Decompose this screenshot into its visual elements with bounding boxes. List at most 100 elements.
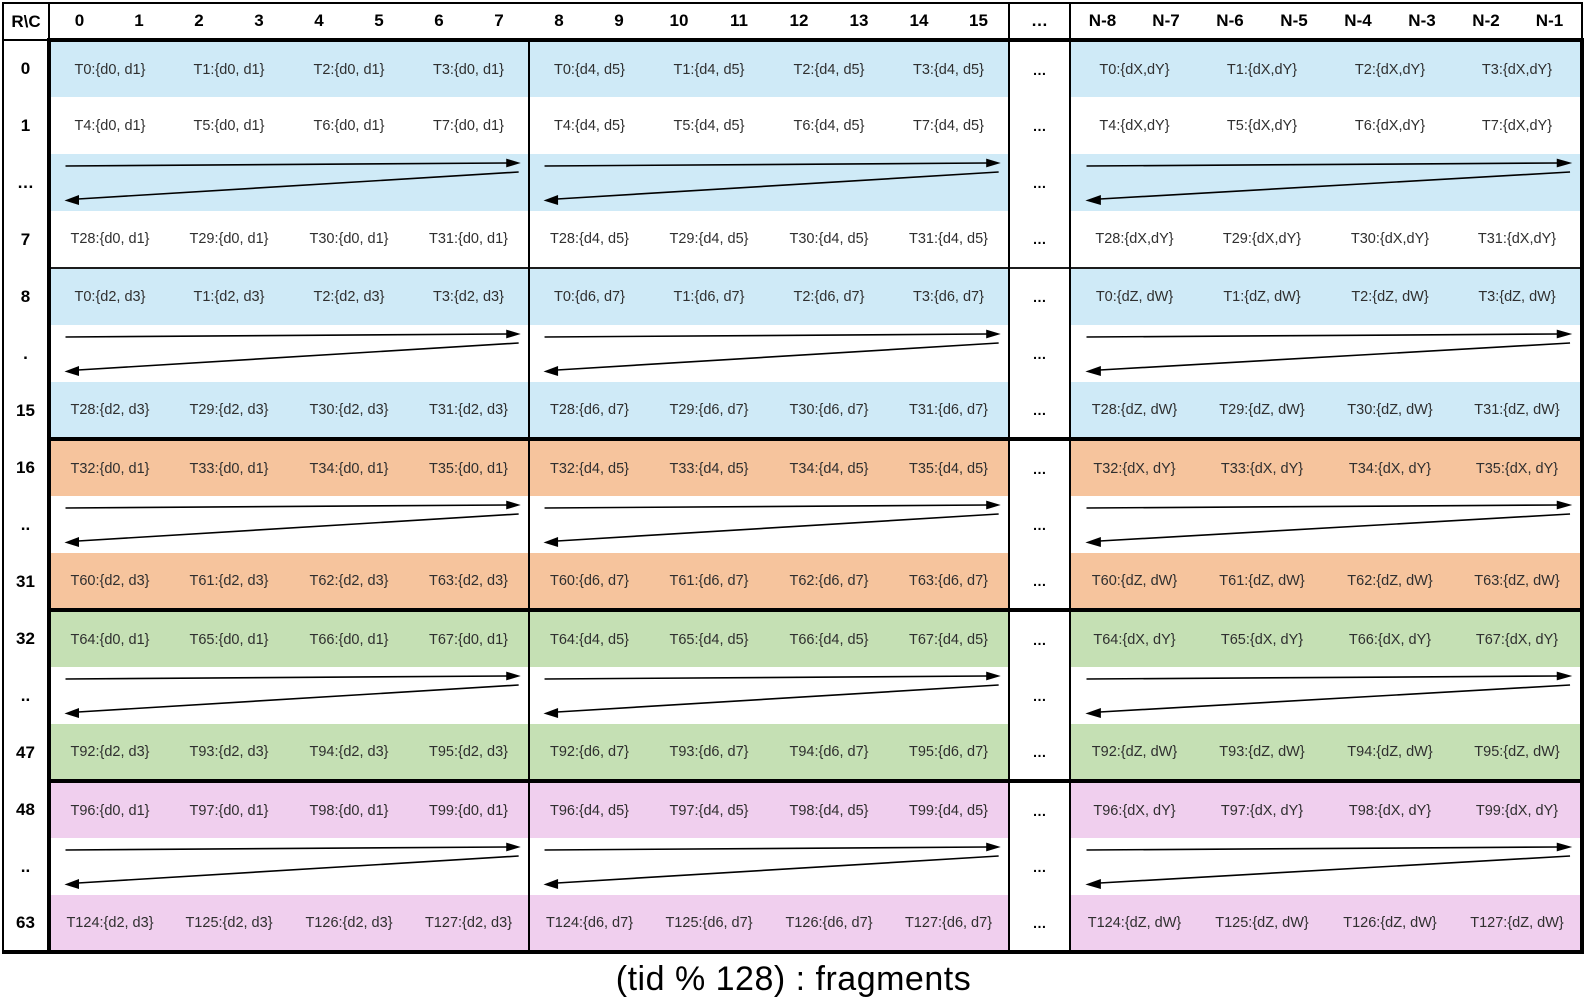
fragment-cell: T98:{d4, d5} <box>769 779 889 838</box>
traversal-arrow-cell <box>528 325 1009 382</box>
fragment-cell: T1:{dX,dY} <box>1198 40 1326 97</box>
fragment-cell: T5:{d4, d5} <box>649 97 769 154</box>
fragment-cell: T30:{d6, d7} <box>769 382 889 439</box>
fragment-cell: T30:{d2, d3} <box>289 382 409 439</box>
fragment-cell: T61:{d6, d7} <box>649 553 769 610</box>
fragment-cell: T2:{dX,dY} <box>1326 40 1454 97</box>
row-label: . <box>3 325 51 382</box>
fragment-cell: T64:{d0, d1} <box>49 608 169 667</box>
fragment-cell: T34:{d0, d1} <box>289 437 409 496</box>
fragment-cell: T2:{d6, d7} <box>769 267 889 325</box>
fragment-cell: T66:{d0, d1} <box>289 608 409 667</box>
fragment-cell: T94:{dZ, dW} <box>1326 724 1454 781</box>
snake-arrow-icon <box>1085 671 1573 718</box>
fragment-cell: T63:{d2, d3} <box>409 553 529 610</box>
fragment-cell: T4:{d0, d1} <box>49 97 169 154</box>
column-header: N-1 <box>1518 3 1582 42</box>
fragment-cell: T30:{dZ, dW} <box>1326 382 1454 439</box>
ellipsis-cell: … <box>1008 667 1071 724</box>
ellipsis-cell: … <box>1008 437 1071 496</box>
fragment-cell: T35:{d4, d5} <box>889 437 1009 496</box>
snake-arrow-icon <box>1085 500 1573 547</box>
snake-arrow-icon <box>543 500 1001 547</box>
fragment-cell: T94:{d2, d3} <box>289 724 409 781</box>
row-label: 31 <box>3 553 51 610</box>
row-label: … <box>3 154 51 211</box>
row-label: 7 <box>3 211 51 268</box>
column-header: 9 <box>589 3 649 42</box>
row-label: 8 <box>3 268 51 325</box>
row-label: 15 <box>3 382 51 439</box>
fragment-cell: T2:{d4, d5} <box>769 40 889 97</box>
snake-arrow-icon <box>1085 329 1573 376</box>
fragment-cell: T127:{d6, d7} <box>889 895 1009 954</box>
fragment-cell: T33:{d4, d5} <box>649 437 769 496</box>
traversal-arrow-cell <box>528 154 1009 211</box>
column-header: N-5 <box>1262 3 1326 42</box>
fragment-cell: T0:{d4, d5} <box>528 40 649 97</box>
fragment-cell: T92:{dZ, dW} <box>1070 724 1198 781</box>
fragment-cell: T62:{d6, d7} <box>769 553 889 610</box>
fragment-cell: T98:{dX, dY} <box>1326 779 1454 838</box>
fragment-cell: T124:{d6, d7} <box>528 895 649 954</box>
fragment-cell: T67:{d0, d1} <box>409 608 529 667</box>
fragment-cell: T32:{dX, dY} <box>1070 437 1198 496</box>
fragment-cell: T2:{dZ, dW} <box>1326 267 1454 325</box>
row-label: .. <box>3 496 51 553</box>
fragment-cell: T93:{dZ, dW} <box>1198 724 1326 781</box>
fragment-cell: T3:{dX,dY} <box>1454 40 1584 97</box>
fragment-cell: T1:{d4, d5} <box>649 40 769 97</box>
snake-arrow-icon <box>543 158 1001 205</box>
fragment-cell: T0:{d0, d1} <box>49 40 169 97</box>
ellipsis-cell: … <box>1008 40 1071 97</box>
ellipsis-cell: … <box>1008 325 1071 382</box>
fragment-cell: T124:{d2, d3} <box>49 895 169 954</box>
fragment-cell: T62:{dZ, dW} <box>1326 553 1454 610</box>
fragment-cell: T66:{d4, d5} <box>769 608 889 667</box>
column-header: 1 <box>109 3 169 42</box>
row-label: 47 <box>3 724 51 781</box>
fragment-cell: T126:{dZ, dW} <box>1326 895 1454 954</box>
ellipsis-cell: … <box>1008 154 1071 211</box>
ellipsis-cell: … <box>1008 382 1071 439</box>
fragment-cell: T7:{d0, d1} <box>409 97 529 154</box>
fragment-cell: T28:{dZ, dW} <box>1070 382 1198 439</box>
fragment-cell: T125:{d2, d3} <box>169 895 289 954</box>
fragment-cell: T31:{d0, d1} <box>409 211 529 268</box>
fragment-cell: T1:{d6, d7} <box>649 267 769 325</box>
traversal-arrow-cell <box>1070 496 1584 553</box>
fragment-cell: T126:{d6, d7} <box>769 895 889 954</box>
traversal-arrow-cell <box>49 838 529 895</box>
fragment-cell: T1:{dZ, dW} <box>1198 267 1326 325</box>
row-label: 63 <box>3 895 51 954</box>
fragment-cell: T4:{dX,dY} <box>1070 97 1198 154</box>
fragment-cell: T31:{d4, d5} <box>889 211 1009 268</box>
fragment-cell: T60:{dZ, dW} <box>1070 553 1198 610</box>
fragment-cell: T125:{dZ, dW} <box>1198 895 1326 954</box>
fragment-cell: T99:{d4, d5} <box>889 779 1009 838</box>
column-header: 3 <box>229 3 289 42</box>
column-header: 5 <box>349 3 409 42</box>
fragment-cell: T32:{d0, d1} <box>49 437 169 496</box>
fragment-cell: T124:{dZ, dW} <box>1070 895 1198 954</box>
fragment-cell: T31:{dZ, dW} <box>1454 382 1584 439</box>
fragment-cell: T30:{d0, d1} <box>289 211 409 268</box>
fragment-cell: T3:{d2, d3} <box>409 267 529 325</box>
fragment-cell: T67:{dX, dY} <box>1454 608 1584 667</box>
fragment-cell: T65:{dX, dY} <box>1198 608 1326 667</box>
column-header: 0 <box>49 3 109 42</box>
column-header: N-7 <box>1134 3 1198 42</box>
column-header: 7 <box>469 3 529 42</box>
fragment-cell: T63:{d6, d7} <box>889 553 1009 610</box>
column-header: N-8 <box>1070 3 1134 42</box>
row-label: 48 <box>3 781 51 838</box>
fragment-cell: T3:{dZ, dW} <box>1454 267 1584 325</box>
fragment-cell: T96:{d4, d5} <box>528 779 649 838</box>
fragment-cell: T35:{d0, d1} <box>409 437 529 496</box>
fragment-cell: T29:{d6, d7} <box>649 382 769 439</box>
fragment-cell: T28:{d0, d1} <box>49 211 169 268</box>
fragment-cell: T126:{d2, d3} <box>289 895 409 954</box>
fragment-cell: T1:{d0, d1} <box>169 40 289 97</box>
fragment-cell: T28:{d4, d5} <box>528 211 649 268</box>
fragment-cell: T99:{d0, d1} <box>409 779 529 838</box>
